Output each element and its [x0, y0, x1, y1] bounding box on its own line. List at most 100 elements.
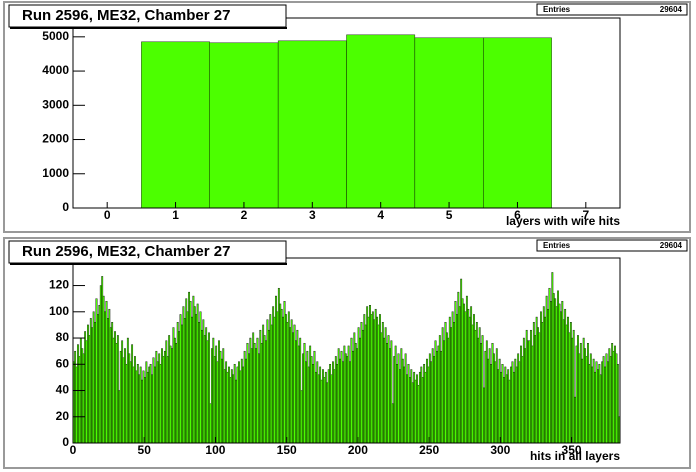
bin — [473, 314, 475, 444]
bin — [448, 316, 451, 444]
bin — [406, 374, 408, 444]
x-axis-label: hits in all layers — [530, 449, 620, 463]
bin — [490, 364, 492, 444]
bin — [300, 390, 303, 444]
bin — [246, 343, 249, 444]
bin — [512, 371, 515, 444]
bin — [155, 350, 158, 444]
bin — [119, 350, 122, 444]
bin — [109, 327, 112, 444]
bin — [354, 343, 357, 444]
chart-title: Run 2596, ME32, Chamber 27 — [22, 243, 230, 260]
y-tick-label: 4000 — [42, 63, 69, 77]
bin — [347, 345, 350, 444]
bin — [309, 345, 312, 444]
bin — [594, 371, 596, 444]
bin — [292, 332, 294, 444]
bin — [339, 358, 342, 444]
bin — [138, 374, 141, 444]
bin — [575, 345, 578, 444]
bin — [574, 396, 577, 444]
bin — [399, 369, 401, 444]
bin — [78, 356, 81, 444]
bin — [313, 350, 316, 444]
bin — [262, 324, 265, 444]
bin — [91, 327, 94, 444]
bin — [219, 350, 222, 444]
bin — [232, 374, 235, 444]
x-tick-label: 7 — [582, 208, 589, 222]
bin — [483, 387, 485, 444]
bin — [545, 295, 548, 444]
bin — [233, 364, 236, 444]
bin — [584, 348, 587, 444]
bin — [592, 358, 595, 444]
bin — [495, 348, 498, 444]
bin — [423, 364, 426, 444]
frame-border — [72, 17, 621, 209]
bin — [125, 364, 128, 444]
bin — [310, 356, 313, 444]
bin — [427, 366, 430, 444]
bin — [524, 348, 527, 444]
bin — [483, 37, 552, 209]
bin — [196, 303, 199, 444]
bin — [333, 369, 336, 444]
bin — [421, 377, 424, 444]
bin — [282, 316, 285, 444]
bin — [245, 358, 247, 444]
bin — [363, 314, 366, 444]
bin — [508, 379, 511, 444]
stats-label: Entries — [543, 241, 571, 250]
bin — [471, 324, 474, 444]
bin — [431, 348, 434, 444]
bin — [389, 348, 391, 444]
bin — [181, 324, 183, 444]
bin — [115, 343, 118, 444]
bin — [609, 356, 612, 444]
bin — [280, 308, 283, 444]
bin — [527, 340, 530, 444]
bin — [461, 298, 464, 444]
bin — [477, 337, 480, 444]
bin — [135, 370, 138, 444]
frame-border — [72, 257, 621, 444]
bin — [178, 331, 181, 444]
bin — [173, 337, 176, 444]
bin — [206, 340, 209, 444]
bin — [265, 340, 267, 444]
bin — [604, 366, 606, 444]
bin — [208, 332, 210, 444]
bin — [97, 314, 99, 444]
x-tick-label: 150 — [277, 443, 297, 457]
bin — [474, 329, 477, 444]
bin — [276, 311, 279, 444]
bin — [131, 344, 134, 444]
y-tick-label: 120 — [49, 278, 69, 292]
title-shadow — [10, 263, 287, 265]
bin — [520, 345, 522, 444]
bin — [591, 366, 594, 444]
bin — [518, 361, 521, 444]
bin — [554, 298, 557, 444]
bin — [387, 335, 390, 444]
bin — [390, 340, 393, 444]
bin — [81, 348, 84, 444]
bin — [346, 34, 416, 209]
bin — [124, 348, 126, 444]
bin — [272, 306, 275, 444]
bin — [332, 361, 334, 444]
bin — [228, 366, 230, 444]
bin — [240, 358, 243, 444]
bin — [277, 287, 280, 444]
bin — [360, 322, 363, 444]
bin — [599, 374, 602, 444]
bin — [297, 345, 300, 444]
bin — [134, 356, 136, 444]
bin — [84, 331, 87, 444]
bin — [511, 361, 514, 444]
bin — [500, 371, 502, 444]
bin — [510, 366, 512, 444]
x-tick-label: 0 — [104, 208, 111, 222]
bin — [394, 345, 397, 444]
